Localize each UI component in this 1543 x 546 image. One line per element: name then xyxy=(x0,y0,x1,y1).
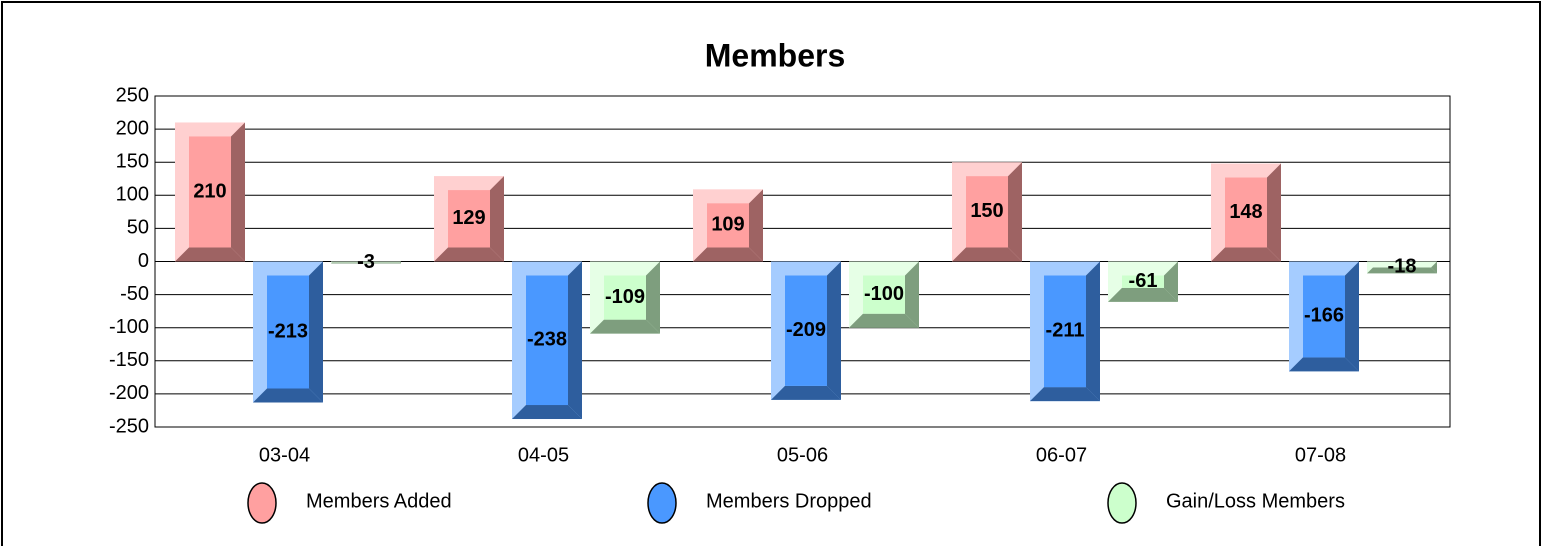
bar-bevel xyxy=(331,262,401,264)
bar-bevel xyxy=(952,247,1022,262)
bar-bevel xyxy=(771,385,841,400)
bar-bevel xyxy=(1008,162,1022,262)
legend-marker xyxy=(247,482,277,524)
y-tick-label: -250 xyxy=(109,415,149,437)
bar-face xyxy=(526,275,568,406)
legend-marker xyxy=(647,482,677,524)
legend-marker xyxy=(1107,482,1137,524)
bar-bevel xyxy=(849,313,919,328)
y-tick-label: -100 xyxy=(109,316,149,338)
bar-bevel xyxy=(490,176,504,262)
x-tick-label: 04-05 xyxy=(518,444,569,466)
bar-bevel xyxy=(568,261,582,420)
data-label: 129 xyxy=(452,207,485,229)
bar-bevel xyxy=(1431,261,1437,274)
y-tick-label: 150 xyxy=(116,150,149,172)
y-tick-label: 200 xyxy=(116,117,149,139)
data-label: 148 xyxy=(1229,201,1262,223)
data-label: -100 xyxy=(864,283,904,305)
data-label: -238 xyxy=(527,329,567,351)
bar-bevel xyxy=(749,189,763,262)
data-label: 150 xyxy=(970,200,1003,222)
bar-face xyxy=(1122,275,1164,288)
bar-bevel xyxy=(1367,267,1437,274)
data-label: 210 xyxy=(193,180,226,202)
bar-bevel xyxy=(1345,261,1359,372)
bar-bevel xyxy=(1267,163,1281,262)
bar-bevel xyxy=(590,319,660,334)
bar-face xyxy=(1303,275,1345,358)
bar-bevel xyxy=(1289,357,1359,372)
y-tick-label: 100 xyxy=(116,184,149,206)
y-tick-label: -150 xyxy=(109,349,149,371)
y-tick-label: -200 xyxy=(109,382,149,404)
x-tick-label: 07-08 xyxy=(1295,444,1346,466)
bar-face xyxy=(1225,177,1267,248)
bar-bevel xyxy=(253,388,323,403)
data-label: -213 xyxy=(268,320,308,342)
bar-bevel xyxy=(512,405,582,420)
bar-bevel xyxy=(1164,261,1178,302)
y-tick-label: -50 xyxy=(120,283,149,305)
bar-face xyxy=(863,275,905,314)
bar-face xyxy=(189,136,231,248)
data-label: -109 xyxy=(605,286,645,308)
legend-label: Members Dropped xyxy=(706,490,872,512)
bar-bevel xyxy=(1211,247,1281,262)
bar xyxy=(331,261,401,264)
data-label: -166 xyxy=(1304,305,1344,327)
bar-face xyxy=(1044,275,1086,388)
bar-face xyxy=(604,275,646,320)
bar-face xyxy=(707,203,749,248)
x-tick-label: 03-04 xyxy=(259,444,310,466)
bar-bevel xyxy=(827,261,841,400)
x-tick-label: 06-07 xyxy=(1036,444,1087,466)
bar-face xyxy=(966,176,1008,248)
data-label: -211 xyxy=(1046,320,1085,342)
legend-label: Members Added xyxy=(306,490,452,512)
bar-bevel xyxy=(1030,387,1100,402)
bar-face xyxy=(448,190,490,248)
bar-bevel xyxy=(175,247,245,262)
y-tick-label: 0 xyxy=(138,250,149,272)
data-label: -18 xyxy=(1388,256,1417,278)
bar-bevel xyxy=(309,261,323,403)
bar-bevel xyxy=(693,247,763,262)
y-tick-label: 250 xyxy=(116,84,149,106)
bar-bevel xyxy=(646,261,660,334)
x-tick-label: 05-06 xyxy=(777,444,828,466)
bar-bevel xyxy=(400,261,401,264)
y-tick-label: 50 xyxy=(127,217,149,239)
bar-bevel xyxy=(434,247,504,262)
bar-face xyxy=(267,275,309,389)
bar-bevel xyxy=(905,261,919,328)
bar-bevel xyxy=(231,122,245,262)
data-label: -209 xyxy=(786,319,826,341)
data-label: -61 xyxy=(1129,270,1158,292)
bar-bevel xyxy=(1086,261,1100,402)
bar-bevel xyxy=(1108,287,1178,302)
legend-label: Gain/Loss Members xyxy=(1166,490,1345,512)
data-label: -3 xyxy=(357,251,375,273)
bar-face xyxy=(785,275,827,386)
chart-title: Members xyxy=(705,37,846,73)
data-label: 109 xyxy=(711,214,744,236)
